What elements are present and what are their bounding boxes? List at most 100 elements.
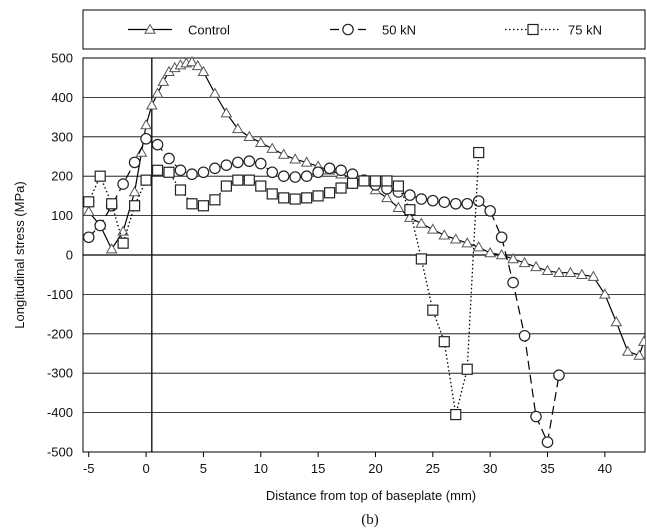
data-point <box>518 256 531 268</box>
data-point <box>243 130 256 142</box>
data-point <box>541 436 554 448</box>
data-point <box>472 195 485 207</box>
data-point <box>553 369 565 381</box>
x-tick-label: 40 <box>598 461 612 476</box>
data-point <box>553 266 565 277</box>
data-point <box>145 99 158 110</box>
data-point <box>610 315 623 327</box>
data-point <box>415 217 428 228</box>
data-point <box>163 166 175 178</box>
y-tick-label: -300 <box>47 366 73 381</box>
data-point <box>266 188 278 200</box>
data-point <box>621 345 634 356</box>
data-point <box>404 189 416 201</box>
data-point <box>94 219 107 232</box>
y-tick-label: 500 <box>51 51 73 66</box>
y-tick-label: 0 <box>66 248 73 263</box>
data-point <box>191 59 204 71</box>
panel-label: (b) <box>361 512 379 528</box>
data-point <box>106 198 118 210</box>
x-tick-label: 5 <box>200 461 207 476</box>
y-tick-label: 200 <box>51 169 73 184</box>
data-point <box>254 136 267 147</box>
data-point <box>427 194 439 207</box>
data-point <box>140 132 152 145</box>
data-point <box>358 175 370 187</box>
data-point <box>231 122 244 134</box>
data-point <box>530 410 542 423</box>
data-point <box>484 247 497 258</box>
data-point <box>381 191 393 203</box>
legend-marker <box>144 23 156 34</box>
data-point <box>209 87 221 98</box>
data-point <box>415 193 428 205</box>
data-point <box>312 166 324 179</box>
data-point <box>186 168 198 181</box>
data-point <box>289 171 301 183</box>
legend-marker <box>527 23 539 36</box>
data-point <box>209 162 221 175</box>
data-point <box>598 288 611 299</box>
data-point <box>197 200 210 212</box>
data-point <box>369 175 382 187</box>
data-point <box>392 201 405 212</box>
y-tick-label: -500 <box>47 445 73 460</box>
data-point <box>461 363 473 375</box>
data-point <box>438 229 451 240</box>
data-point <box>518 329 531 342</box>
data-point <box>186 55 198 67</box>
data-point <box>128 156 141 169</box>
legend-box <box>82 9 646 50</box>
data-point <box>289 153 302 164</box>
series-square <box>83 146 485 421</box>
legend: Control 50 kN 75 kN <box>82 9 646 50</box>
data-point <box>157 75 170 86</box>
data-point <box>449 197 462 210</box>
data-point <box>587 270 600 281</box>
data-point <box>140 174 152 186</box>
data-point <box>289 193 301 205</box>
data-point <box>438 336 450 348</box>
data-point <box>163 152 175 165</box>
data-point <box>220 159 233 171</box>
data-point <box>266 142 279 153</box>
y-axis-title: Longitudinal stress (MPa) <box>12 181 27 328</box>
x-tick-label: 25 <box>426 461 440 476</box>
y-tick-label: -100 <box>47 287 73 302</box>
data-point <box>105 243 118 254</box>
data-point <box>472 241 485 252</box>
data-point <box>151 87 164 98</box>
data-point <box>507 252 519 264</box>
data-point <box>209 194 221 206</box>
legend-item-circle: 50 kN <box>330 23 416 38</box>
data-point <box>140 118 152 130</box>
series-triangle <box>83 55 645 360</box>
data-point <box>415 253 427 265</box>
data-point <box>495 231 508 244</box>
data-point <box>117 178 129 190</box>
series-layer <box>83 55 645 448</box>
legend-label: Control <box>188 23 230 38</box>
data-point <box>243 174 255 186</box>
x-tick-label: 20 <box>368 461 382 476</box>
data-point <box>94 170 106 182</box>
data-point <box>197 166 210 179</box>
data-point <box>129 200 141 212</box>
data-point <box>381 175 393 187</box>
data-point <box>254 157 267 170</box>
y-tick-label: -400 <box>47 405 73 420</box>
data-point <box>335 182 347 194</box>
data-point <box>484 205 496 217</box>
data-point <box>541 264 554 276</box>
x-tick-label: 0 <box>142 461 149 476</box>
legend-label: 75 kN <box>568 23 602 38</box>
x-tick-label: -5 <box>83 461 95 476</box>
data-point <box>449 233 462 244</box>
legend-item-square: 75 kN <box>505 23 602 38</box>
plot-frame <box>82 57 646 453</box>
data-point <box>633 349 645 360</box>
data-point <box>404 204 416 216</box>
data-point <box>301 192 313 204</box>
x-axis-title: Distance from top of baseplate (mm) <box>266 488 476 503</box>
